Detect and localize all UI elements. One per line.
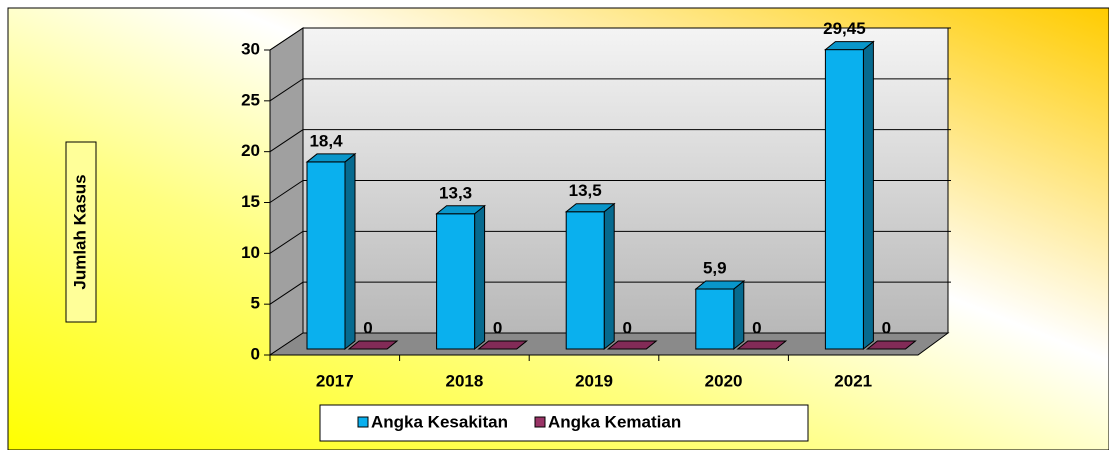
bar	[306, 161, 346, 350]
y-label-box	[65, 141, 97, 323]
bar-side	[862, 40, 874, 351]
y-tick-label: 10	[241, 243, 260, 262]
bar	[824, 49, 864, 350]
bar-top	[606, 340, 658, 350]
bar-top	[736, 340, 788, 350]
x-tick-label: 2021	[834, 371, 872, 390]
bar-top	[347, 340, 399, 350]
y-tick-label: 25	[241, 90, 260, 109]
legend-label: Angka Kematian	[548, 412, 681, 431]
value-label: 29,45	[823, 19, 866, 38]
bar	[695, 288, 735, 350]
legend-swatch	[534, 416, 546, 428]
legend-label: Angka Kesakitan	[371, 412, 508, 431]
bar-top	[865, 340, 917, 350]
x-tick-label: 2019	[575, 371, 613, 390]
legend-swatch	[357, 416, 369, 428]
legend	[319, 404, 809, 442]
value-label: 0	[622, 318, 631, 337]
x-tick-label: 2017	[316, 371, 354, 390]
y-tick-label: 5	[251, 294, 260, 313]
value-label: 18,4	[309, 131, 343, 150]
bar	[565, 211, 605, 350]
bar-top	[477, 340, 529, 350]
x-tick-label: 2018	[445, 371, 483, 390]
bar-top	[694, 280, 746, 290]
y-tick-label: 15	[241, 192, 260, 211]
bar-side	[603, 202, 615, 351]
value-label: 13,5	[569, 181, 602, 200]
bar-top	[564, 203, 616, 213]
grid-line	[269, 27, 951, 51]
bar-side	[344, 152, 356, 351]
value-label: 0	[493, 318, 502, 337]
bar-side	[474, 204, 486, 351]
value-label: 5,9	[703, 259, 727, 278]
value-label: 13,3	[439, 183, 472, 202]
grid-line	[269, 180, 951, 203]
y-tick-label: 0	[251, 344, 260, 363]
value-label: 0	[882, 318, 891, 337]
grid-line	[269, 230, 951, 254]
y-tick-label: 20	[241, 141, 260, 160]
y-tick-label: 30	[241, 39, 260, 58]
bar-top	[305, 153, 357, 163]
value-label: 0	[752, 318, 761, 337]
bar-top	[823, 41, 875, 51]
grid-line	[269, 78, 951, 102]
x-tick-label: 2020	[705, 371, 743, 390]
y-axis-label: Jumlah Kasus	[70, 174, 89, 289]
bar-side	[733, 279, 745, 351]
bar	[436, 213, 476, 350]
bar-top	[435, 205, 487, 215]
value-label: 0	[363, 318, 372, 337]
grid-line	[269, 129, 951, 153]
